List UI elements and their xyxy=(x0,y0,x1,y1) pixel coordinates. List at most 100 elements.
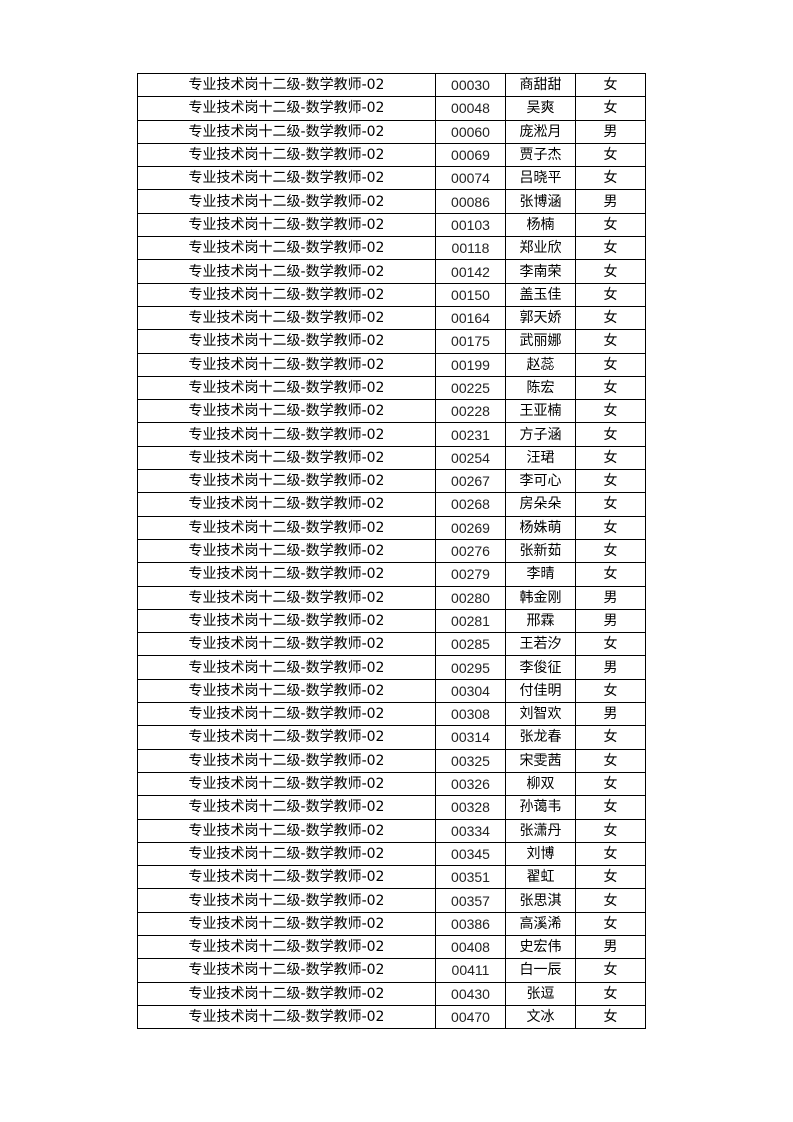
candidate-id-cell: 00118 xyxy=(435,236,506,261)
candidate-table: 专业技术岗十二级-数学教师-02 00030 商甜甜女专业技术岗十二级-数学教师-0… xyxy=(137,72,646,1030)
candidate-name-cell: 李可心 xyxy=(505,469,576,494)
gender-cell: 女 xyxy=(575,795,646,820)
table-row: 专业技术岗十二级-数学教师-02 00030 商甜甜女 xyxy=(137,72,646,98)
candidate-name-cell: 方子涵 xyxy=(505,422,576,447)
candidate-id-cell: 00150 xyxy=(435,282,506,307)
position-cell: 专业技术岗十二级-数学教师-02 xyxy=(137,166,436,191)
position-cell: 专业技术岗十二级-数学教师-02 xyxy=(137,678,436,704)
candidate-table-body: 专业技术岗十二级-数学教师-02 00030 商甜甜女专业技术岗十二级-数学教师-0… xyxy=(137,72,646,1030)
candidate-name-cell: 白一辰 xyxy=(505,958,576,983)
position-cell: 专业技术岗十二级-数学教师-02 xyxy=(137,888,436,913)
candidate-name-cell: 刘智欢 xyxy=(505,702,576,727)
candidate-name-cell: 张思淇 xyxy=(505,888,576,913)
candidate-id-cell: 00351 xyxy=(435,865,506,890)
candidate-name-cell: 李晴 xyxy=(505,562,576,587)
candidate-name-cell: 王若汐 xyxy=(505,632,576,657)
gender-cell: 女 xyxy=(575,212,646,238)
position-cell: 专业技术岗十二级-数学教师-02 xyxy=(137,469,436,494)
candidate-id-cell: 00069 xyxy=(435,142,506,168)
candidate-name-cell: 盖玉佳 xyxy=(505,282,576,307)
candidate-name-cell: 孙蔼韦 xyxy=(505,795,576,820)
candidate-id-cell: 00408 xyxy=(435,934,506,960)
gender-cell: 女 xyxy=(575,515,646,540)
candidate-id-cell: 00267 xyxy=(435,469,506,494)
table-row: 专业技术岗十二级-数学教师-02 00279 李晴女 xyxy=(137,562,646,587)
candidate-id-cell: 00357 xyxy=(435,888,506,913)
candidate-name-cell: 付佳明 xyxy=(505,678,576,704)
position-cell: 专业技术岗十二级-数学教师-02 xyxy=(137,236,436,261)
candidate-name-cell: 文冰 xyxy=(505,1004,576,1030)
candidate-name-cell: 张逗 xyxy=(505,981,576,1006)
table-row: 专业技术岗十二级-数学教师-02 00086 张博涵男 xyxy=(137,189,646,214)
position-cell: 专业技术岗十二级-数学教师-02 xyxy=(137,911,436,936)
position-cell: 专业技术岗十二级-数学教师-02 xyxy=(137,96,436,121)
position-cell: 专业技术岗十二级-数学教师-02 xyxy=(137,655,436,680)
gender-cell: 女 xyxy=(575,748,646,773)
gender-cell: 女 xyxy=(575,958,646,983)
gender-cell: 女 xyxy=(575,399,646,424)
gender-cell: 男 xyxy=(575,702,646,727)
candidate-name-cell: 张博涵 xyxy=(505,189,576,214)
gender-cell: 男 xyxy=(575,585,646,610)
position-cell: 专业技术岗十二级-数学教师-02 xyxy=(137,492,436,517)
position-cell: 专业技术岗十二级-数学教师-02 xyxy=(137,632,436,657)
candidate-name-cell: 贾子杰 xyxy=(505,142,576,168)
candidate-name-cell: 史宏伟 xyxy=(505,934,576,960)
table-row: 专业技术岗十二级-数学教师-02 00280 韩金刚男 xyxy=(137,585,646,610)
gender-cell: 女 xyxy=(575,888,646,913)
gender-cell: 男 xyxy=(575,608,646,634)
table-row: 专业技术岗十二级-数学教师-02 00328 孙蔼韦女 xyxy=(137,795,646,820)
candidate-id-cell: 00164 xyxy=(435,305,506,331)
candidate-id-cell: 00269 xyxy=(435,515,506,540)
table-row: 专业技术岗十二级-数学教师-02 00314 张龙春女 xyxy=(137,725,646,750)
gender-cell: 女 xyxy=(575,166,646,191)
position-cell: 专业技术岗十二级-数学教师-02 xyxy=(137,189,436,214)
candidate-id-cell: 00304 xyxy=(435,678,506,704)
table-row: 专业技术岗十二级-数学教师-02 00225 陈宏女 xyxy=(137,375,646,401)
candidate-id-cell: 00295 xyxy=(435,655,506,680)
candidate-name-cell: 韩金刚 xyxy=(505,585,576,610)
candidate-id-cell: 00386 xyxy=(435,911,506,936)
table-row: 专业技术岗十二级-数学教师-02 00118 郑业欣女 xyxy=(137,236,646,261)
gender-cell: 男 xyxy=(575,189,646,214)
gender-cell: 女 xyxy=(575,865,646,890)
gender-cell: 女 xyxy=(575,725,646,750)
table-row: 专业技术岗十二级-数学教师-02 00048 吴爽女 xyxy=(137,96,646,121)
candidate-id-cell: 00314 xyxy=(435,725,506,750)
candidate-name-cell: 张龙春 xyxy=(505,725,576,750)
table-row: 专业技术岗十二级-数学教师-02 00142 李南荣女 xyxy=(137,259,646,284)
table-row: 专业技术岗十二级-数学教师-02 00408 史宏伟男 xyxy=(137,934,646,960)
gender-cell: 女 xyxy=(575,538,646,564)
gender-cell: 女 xyxy=(575,632,646,657)
table-row: 专业技术岗十二级-数学教师-02 00268 房朵朵女 xyxy=(137,492,646,517)
position-cell: 专业技术岗十二级-数学教师-02 xyxy=(137,259,436,284)
candidate-id-cell: 00281 xyxy=(435,608,506,634)
candidate-id-cell: 00268 xyxy=(435,492,506,517)
candidate-name-cell: 张新茹 xyxy=(505,538,576,564)
position-cell: 专业技术岗十二级-数学教师-02 xyxy=(137,702,436,727)
gender-cell: 男 xyxy=(575,655,646,680)
position-cell: 专业技术岗十二级-数学教师-02 xyxy=(137,725,436,750)
candidate-id-cell: 00326 xyxy=(435,771,506,797)
position-cell: 专业技术岗十二级-数学教师-02 xyxy=(137,865,436,890)
table-row: 专业技术岗十二级-数学教师-02 00334 张潇丹女 xyxy=(137,818,646,843)
gender-cell: 女 xyxy=(575,981,646,1006)
table-row: 专业技术岗十二级-数学教师-02 00345 刘博女 xyxy=(137,841,646,867)
position-cell: 专业技术岗十二级-数学教师-02 xyxy=(137,585,436,610)
candidate-id-cell: 00328 xyxy=(435,795,506,820)
candidate-name-cell: 刘博 xyxy=(505,841,576,867)
position-cell: 专业技术岗十二级-数学教师-02 xyxy=(137,608,436,634)
table-row: 专业技术岗十二级-数学教师-02 00351 翟虹女 xyxy=(137,865,646,890)
gender-cell: 女 xyxy=(575,259,646,284)
table-row: 专业技术岗十二级-数学教师-02 00285 王若汐女 xyxy=(137,632,646,657)
candidate-id-cell: 00276 xyxy=(435,538,506,564)
candidate-name-cell: 王亚楠 xyxy=(505,399,576,424)
candidate-id-cell: 00142 xyxy=(435,259,506,284)
position-cell: 专业技术岗十二级-数学教师-02 xyxy=(137,515,436,540)
gender-cell: 女 xyxy=(575,678,646,704)
candidate-name-cell: 武丽娜 xyxy=(505,329,576,354)
table-row: 专业技术岗十二级-数学教师-02 00164 郭天娇女 xyxy=(137,305,646,331)
gender-cell: 女 xyxy=(575,142,646,168)
gender-cell: 男 xyxy=(575,934,646,960)
table-row: 专业技术岗十二级-数学教师-02 00269 杨姝萌女 xyxy=(137,515,646,540)
